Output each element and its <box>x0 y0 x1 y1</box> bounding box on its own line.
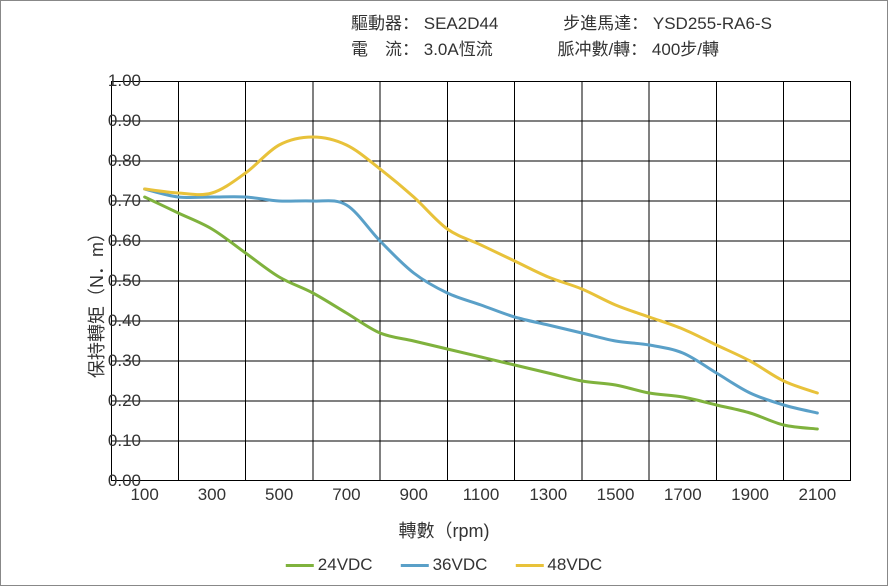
chart-svg <box>111 81 851 481</box>
driver-value: SEA2D44 <box>424 11 499 37</box>
legend-label: 36VDC <box>433 555 488 575</box>
x-tick-label: 500 <box>265 485 293 505</box>
pulse-label: 脈冲數/轉： <box>557 37 647 63</box>
legend-item-48VDC: 48VDC <box>515 555 602 575</box>
legend-label: 24VDC <box>318 555 373 575</box>
x-axis-title: 轉數（rpm) <box>399 517 490 543</box>
x-tick-label: 1300 <box>529 485 567 505</box>
chart-container: 驅動器： SEA2D44 步進馬達： YSD255-RA6-S 電 流： 3.0… <box>0 0 888 586</box>
current-label: 電 流： <box>351 37 419 63</box>
legend-item-24VDC: 24VDC <box>286 555 373 575</box>
y-tick-label: 0.30 <box>108 351 141 371</box>
y-tick-label: 0.40 <box>108 311 141 331</box>
motor-value: YSD255-RA6-S <box>653 11 772 37</box>
legend-label: 48VDC <box>547 555 602 575</box>
y-tick-label: 1.00 <box>108 71 141 91</box>
plot-area <box>111 81 851 481</box>
x-tick-label: 1700 <box>664 485 702 505</box>
pulse-value: 400步/轉 <box>652 37 719 63</box>
chart-legend: 24VDC 36VDC 48VDC <box>286 555 602 575</box>
motor-label: 步進馬達： <box>563 11 648 37</box>
x-tick-label: 1100 <box>463 485 500 505</box>
header-row-1: 驅動器： SEA2D44 步進馬達： YSD255-RA6-S <box>351 11 832 37</box>
y-tick-label: 0.20 <box>108 391 141 411</box>
y-tick-label: 0.50 <box>108 271 141 291</box>
x-tick-label: 2100 <box>798 485 836 505</box>
y-tick-label: 0.70 <box>108 191 141 211</box>
driver-label: 驅動器： <box>351 11 419 37</box>
x-tick-label: 300 <box>198 485 226 505</box>
current-value: 3.0A恆流 <box>424 37 493 63</box>
y-axis-title: 保持轉矩（N．m） <box>83 224 109 378</box>
chart-header: 驅動器： SEA2D44 步進馬達： YSD255-RA6-S 電 流： 3.0… <box>351 11 832 63</box>
x-tick-label: 700 <box>332 485 360 505</box>
x-tick-label: 1500 <box>597 485 635 505</box>
x-tick-label: 1900 <box>731 485 769 505</box>
x-tick-label: 100 <box>130 485 158 505</box>
y-tick-label: 0.90 <box>108 111 141 131</box>
header-row-2: 電 流： 3.0A恆流 脈冲數/轉： 400步/轉 <box>351 37 832 63</box>
legend-swatch <box>515 564 543 567</box>
legend-swatch <box>401 564 429 567</box>
legend-item-36VDC: 36VDC <box>401 555 488 575</box>
y-tick-label: 0.80 <box>108 151 141 171</box>
y-tick-label: 0.60 <box>108 231 141 251</box>
x-tick-label: 900 <box>400 485 428 505</box>
y-tick-label: 0.10 <box>108 431 141 451</box>
legend-swatch <box>286 564 314 567</box>
